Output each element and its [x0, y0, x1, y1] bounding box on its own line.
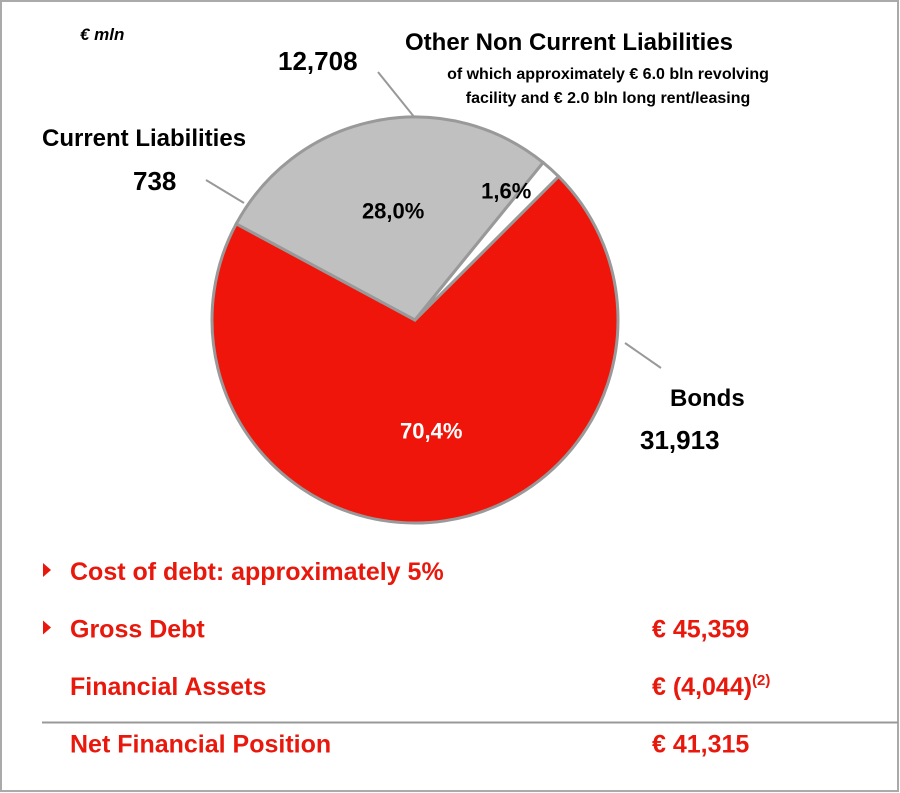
value-label: 12,708	[278, 46, 358, 76]
bullet	[43, 563, 51, 577]
pie-slice	[413, 160, 561, 322]
category-label: Current Liabilities	[42, 125, 246, 152]
category-label: Other Non Current Liabilities	[405, 29, 733, 56]
row-value-text: € (4,044)	[652, 673, 752, 701]
row-value-text: € 45,359	[652, 616, 749, 644]
unit-label: € mln	[80, 25, 124, 44]
summary: Cost of debt: approximately 5% Gross Debt…	[42, 558, 898, 759]
value-label: 31,913	[640, 425, 720, 455]
row-value-text: € 41,315	[652, 731, 749, 759]
category-label: Bonds	[670, 385, 745, 412]
pie-slice	[210, 174, 620, 525]
row-value: € (4,044)(2)	[652, 672, 770, 701]
row-label: Net Financial Position	[70, 731, 331, 759]
leader-line	[205, 179, 245, 204]
row-label: Cost of debt: approximately 5%	[70, 558, 444, 586]
footnote-mark: (2)	[752, 672, 770, 689]
row-value: € 45,359	[652, 616, 749, 644]
annotation: of which approximately € 6.0 bln revolvi…	[447, 66, 769, 83]
percentage-label: 1,6%	[481, 179, 531, 204]
pie: 70,4% 28,0% 1,6%	[210, 115, 620, 525]
percentage-label: 70,4%	[400, 418, 462, 443]
bullet	[43, 620, 51, 635]
leader-line	[377, 71, 416, 119]
annotation: facility and € 2.0 bln long rent/leasing	[466, 90, 751, 107]
row-value: € 41,315	[652, 731, 749, 759]
percentage-label: 28,0%	[362, 199, 424, 224]
leader-line	[624, 342, 662, 369]
row-label: Gross Debt	[70, 616, 205, 644]
row-label: Financial Assets	[70, 673, 266, 701]
value-label: 738	[133, 166, 176, 196]
pie-slice	[234, 115, 546, 322]
